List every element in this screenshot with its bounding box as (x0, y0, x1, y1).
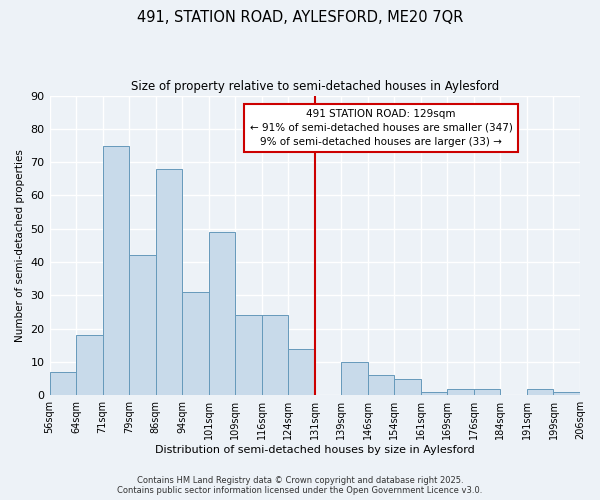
Bar (129, 256, 155, 396)
Bar (50, 372, 76, 396)
Text: Contains HM Land Registry data © Crown copyright and database right 2025.
Contai: Contains HM Land Registry data © Crown c… (118, 476, 482, 495)
Bar (155, 169, 182, 396)
Title: Size of property relative to semi-detached houses in Aylesford: Size of property relative to semi-detach… (131, 80, 499, 93)
Bar (103, 146, 129, 396)
Bar (394, 378, 421, 396)
Bar (474, 388, 500, 396)
Bar (341, 362, 368, 396)
Text: 491 STATION ROAD: 129sqm
← 91% of semi-detached houses are smaller (347)
9% of s: 491 STATION ROAD: 129sqm ← 91% of semi-d… (250, 109, 512, 147)
Bar (182, 292, 209, 396)
Bar (448, 388, 474, 396)
Bar (209, 232, 235, 396)
Bar (235, 316, 262, 396)
X-axis label: Distribution of semi-detached houses by size in Aylesford: Distribution of semi-detached houses by … (155, 445, 475, 455)
Bar (368, 376, 394, 396)
Y-axis label: Number of semi-detached properties: Number of semi-detached properties (15, 149, 25, 342)
Bar (262, 316, 288, 396)
Bar (553, 392, 580, 396)
Bar (288, 348, 315, 396)
Text: 491, STATION ROAD, AYLESFORD, ME20 7QR: 491, STATION ROAD, AYLESFORD, ME20 7QR (137, 10, 463, 25)
Bar (76, 336, 103, 396)
Bar (421, 392, 448, 396)
Bar (527, 388, 553, 396)
